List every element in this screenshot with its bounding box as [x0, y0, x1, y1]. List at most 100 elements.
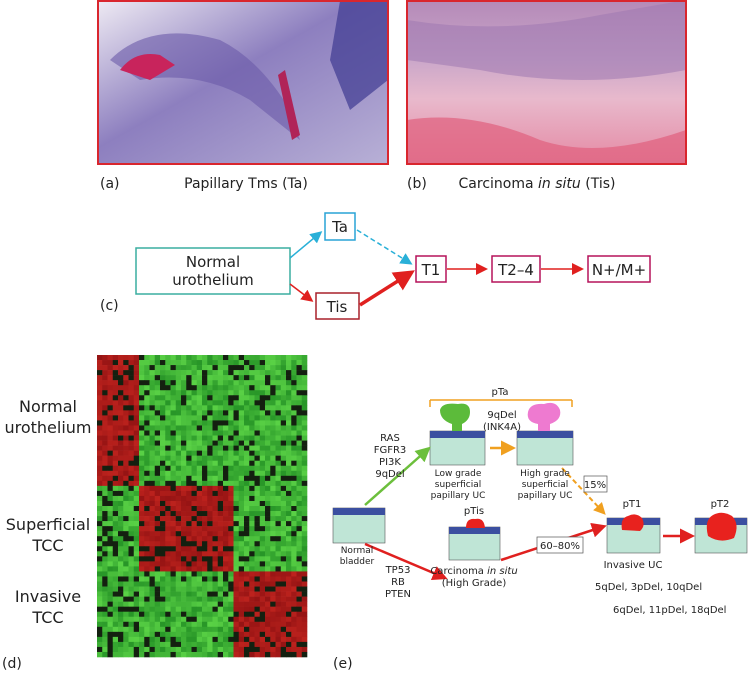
- heat-cell: [154, 455, 161, 461]
- diagram-e: [332, 399, 748, 581]
- heat-cell: [186, 506, 192, 512]
- photo-papillary: [97, 0, 389, 165]
- heat-cell: [265, 581, 271, 587]
- heat-cell: [123, 626, 129, 633]
- heat-cell: [102, 531, 108, 537]
- heat-cell: [207, 470, 213, 477]
- heat-cell: [191, 536, 198, 542]
- heat-cell: [280, 450, 287, 456]
- heat-cell: [123, 430, 129, 436]
- heat-cell: [270, 621, 276, 628]
- heat-cell: [160, 541, 166, 547]
- heat-cell: [175, 546, 182, 552]
- heat-cell: [154, 400, 161, 406]
- heat-cell: [238, 380, 245, 386]
- heat-cell: [144, 511, 150, 517]
- heat-cell: [202, 626, 208, 633]
- heat-cell: [186, 546, 192, 552]
- heat-cell: [144, 631, 150, 638]
- heat-cell: [228, 631, 234, 638]
- heat-cell: [196, 450, 203, 456]
- heat-cell: [286, 395, 292, 401]
- heat-cell: [165, 516, 171, 522]
- heat-cell: [296, 621, 303, 628]
- heat-cell: [244, 455, 250, 461]
- heat-cell: [123, 651, 129, 658]
- heat-cell: [97, 631, 103, 638]
- heat-cell: [196, 506, 203, 512]
- heat-cell: [118, 395, 124, 401]
- heat-cell: [154, 385, 161, 391]
- heat-cell: [228, 485, 234, 492]
- heat-cell: [275, 606, 282, 612]
- heat-cell: [244, 511, 250, 517]
- heat-cell: [97, 601, 103, 607]
- heat-cell: [133, 611, 140, 618]
- heat-cell: [207, 516, 213, 522]
- heat-cell: [165, 480, 171, 487]
- heat-cell: [149, 636, 156, 643]
- heat-cell: [291, 460, 297, 467]
- heat-cell: [97, 475, 103, 482]
- heat-cell: [102, 365, 108, 371]
- heat-cell: [275, 556, 282, 562]
- heat-cell: [301, 410, 308, 416]
- heat-cell: [301, 440, 308, 446]
- heat-cell: [175, 390, 182, 396]
- heat-cell: [212, 390, 219, 396]
- heat-cell: [139, 546, 145, 552]
- heat-cell: [97, 435, 103, 441]
- heat-cell: [280, 405, 287, 411]
- heat-cell: [175, 450, 182, 456]
- heat-cell: [280, 636, 287, 643]
- heat-cell: [265, 531, 271, 537]
- heat-cell: [217, 506, 224, 512]
- heat-cell: [165, 586, 171, 592]
- heat-cell: [133, 631, 140, 638]
- heat-cell: [259, 400, 266, 406]
- heat-cell: [233, 420, 240, 426]
- heat-cell: [280, 370, 287, 376]
- heat-cell: [233, 546, 240, 552]
- heat-cell: [217, 576, 224, 582]
- heat-cell: [165, 521, 171, 527]
- heat-cell: [207, 611, 213, 618]
- heat-cell: [249, 435, 255, 441]
- heat-cell: [102, 465, 108, 472]
- heat-cell: [275, 390, 282, 396]
- heat-cell: [296, 440, 303, 446]
- heat-cell: [286, 606, 292, 612]
- heat-cell: [118, 385, 124, 391]
- heat-cell: [160, 485, 166, 492]
- heat-cell: [286, 400, 292, 406]
- heat-cell: [107, 606, 114, 612]
- heat-cell: [238, 495, 245, 502]
- heat-cell: [191, 591, 198, 597]
- heat-cell: [181, 511, 187, 517]
- heat-cell: [149, 495, 156, 502]
- heat-cell: [265, 616, 271, 623]
- heat-cell: [296, 480, 303, 487]
- heat-cell: [228, 380, 234, 386]
- heat-cell: [149, 500, 156, 507]
- heat-cell: [202, 450, 208, 456]
- heat-cell: [217, 465, 224, 472]
- heat-cell: [133, 586, 140, 592]
- heat-cell: [170, 475, 177, 482]
- heat-cell: [265, 495, 271, 502]
- heat-cell: [133, 636, 140, 643]
- heat-cell: [249, 430, 255, 436]
- heat-cell: [112, 641, 119, 648]
- heat-cell: [128, 445, 135, 451]
- heat-cell: [191, 415, 198, 421]
- gene-label: PTEN: [385, 589, 411, 600]
- heat-cell: [202, 410, 208, 416]
- heat-cell: [149, 420, 156, 426]
- heat-cell: [139, 415, 145, 421]
- heat-cell: [97, 355, 103, 361]
- heat-cell: [286, 425, 292, 431]
- heat-cell: [128, 541, 135, 547]
- heat-cell: [181, 526, 187, 532]
- heat-cell: [181, 651, 187, 658]
- heat-cell: [228, 500, 234, 507]
